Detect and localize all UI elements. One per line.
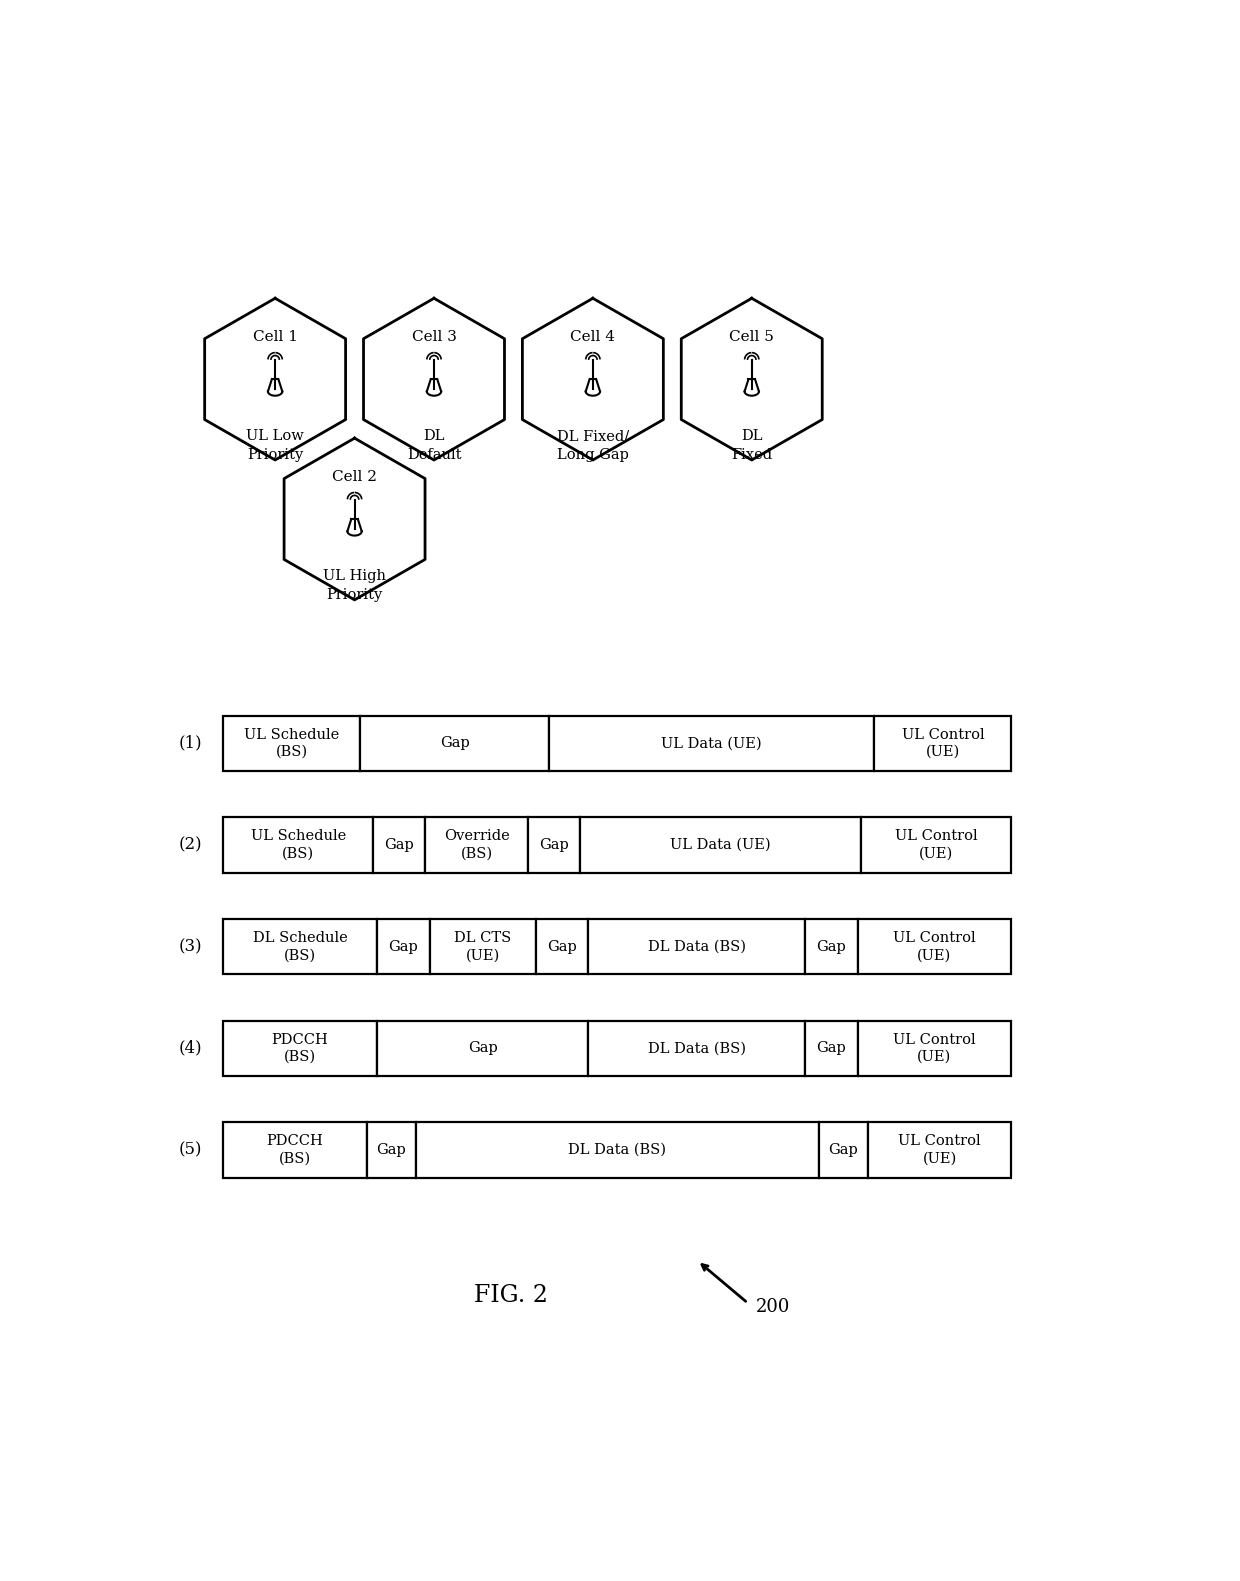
Text: Override
(BS): Override (BS) <box>444 830 510 860</box>
Text: UL High
Priority: UL High Priority <box>324 569 386 601</box>
Bar <box>874 716 1012 772</box>
Bar <box>536 919 589 974</box>
Text: DL Data (BS): DL Data (BS) <box>647 939 745 953</box>
Bar <box>430 919 536 974</box>
Text: DL Schedule
(BS): DL Schedule (BS) <box>253 931 347 963</box>
Text: UL Data (UE): UL Data (UE) <box>670 838 771 852</box>
Bar <box>805 1021 858 1077</box>
Text: Gap: Gap <box>467 1042 497 1055</box>
Text: UL Schedule
(BS): UL Schedule (BS) <box>244 727 340 759</box>
Bar <box>805 919 858 974</box>
Text: (3): (3) <box>179 938 202 955</box>
Bar <box>868 1123 1012 1178</box>
Bar <box>223 716 361 772</box>
Text: UL Control
(UE): UL Control (UE) <box>895 830 977 860</box>
Text: DL Fixed/
Long Gap: DL Fixed/ Long Gap <box>557 430 629 462</box>
Text: 200: 200 <box>755 1298 790 1315</box>
Text: (2): (2) <box>179 836 202 854</box>
Bar <box>589 1021 805 1077</box>
Bar <box>373 817 425 873</box>
Text: Gap: Gap <box>828 1143 858 1157</box>
Bar <box>415 1123 818 1178</box>
Text: Gap: Gap <box>539 838 569 852</box>
Text: UL Control
(UE): UL Control (UE) <box>893 931 976 963</box>
Text: DL
Fixed: DL Fixed <box>732 430 773 462</box>
Text: Gap: Gap <box>816 1042 846 1055</box>
Text: Gap: Gap <box>384 838 414 852</box>
Text: Gap: Gap <box>547 939 577 953</box>
Bar <box>580 817 862 873</box>
Bar <box>223 1021 377 1077</box>
Text: (5): (5) <box>179 1141 202 1159</box>
Text: PDCCH
(BS): PDCCH (BS) <box>272 1032 329 1064</box>
Text: Gap: Gap <box>388 939 418 953</box>
Text: UL Control
(UE): UL Control (UE) <box>899 1134 981 1165</box>
Bar <box>223 817 373 873</box>
Polygon shape <box>427 379 441 395</box>
Bar <box>425 817 528 873</box>
Bar <box>367 1123 415 1178</box>
Text: Gap: Gap <box>440 737 470 751</box>
Text: DL CTS
(UE): DL CTS (UE) <box>454 931 511 963</box>
Bar <box>589 919 805 974</box>
Text: Cell 2: Cell 2 <box>332 470 377 484</box>
Text: Gap: Gap <box>376 1143 405 1157</box>
Text: FIG. 2: FIG. 2 <box>475 1284 548 1307</box>
Bar <box>528 817 580 873</box>
Polygon shape <box>585 379 600 395</box>
Text: Cell 5: Cell 5 <box>729 330 774 345</box>
Text: Cell 1: Cell 1 <box>253 330 298 345</box>
Bar <box>223 919 377 974</box>
Text: DL Data (BS): DL Data (BS) <box>647 1042 745 1055</box>
Text: (1): (1) <box>179 735 202 753</box>
Bar <box>223 1123 367 1178</box>
Text: DL Data (BS): DL Data (BS) <box>568 1143 666 1157</box>
Text: UL Data (UE): UL Data (UE) <box>661 737 761 751</box>
Text: UL Schedule
(BS): UL Schedule (BS) <box>250 830 346 860</box>
Bar <box>377 919 430 974</box>
Bar <box>862 817 1012 873</box>
Bar <box>361 716 549 772</box>
Polygon shape <box>268 379 283 395</box>
Text: Cell 4: Cell 4 <box>570 330 615 345</box>
Polygon shape <box>347 519 362 536</box>
Text: DL
Default: DL Default <box>407 430 461 462</box>
Text: UL Control
(UE): UL Control (UE) <box>893 1032 976 1064</box>
Bar <box>858 919 1012 974</box>
Polygon shape <box>744 379 759 395</box>
Bar <box>858 1021 1012 1077</box>
Bar <box>377 1021 589 1077</box>
Bar <box>818 1123 868 1178</box>
Text: (4): (4) <box>179 1040 202 1056</box>
Bar <box>549 716 874 772</box>
Text: PDCCH
(BS): PDCCH (BS) <box>267 1134 324 1165</box>
Text: Cell 3: Cell 3 <box>412 330 456 345</box>
Text: UL Control
(UE): UL Control (UE) <box>901 727 985 759</box>
Text: UL Low
Priority: UL Low Priority <box>247 430 304 462</box>
Text: Gap: Gap <box>816 939 846 953</box>
